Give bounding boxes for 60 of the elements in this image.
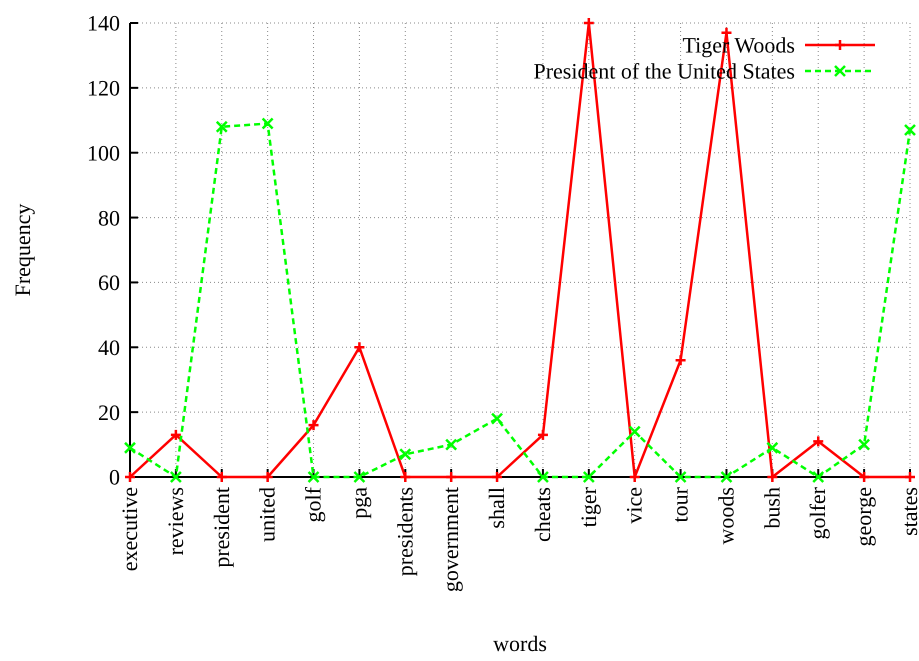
x-axis-title: words	[493, 631, 547, 656]
point	[536, 470, 550, 484]
x-tick-label: golfer	[805, 486, 830, 540]
point	[170, 470, 182, 484]
point	[582, 470, 596, 484]
point	[307, 418, 320, 432]
x-tick-label: united	[254, 487, 280, 542]
x-tick-label: golf	[300, 486, 326, 522]
y-tick-label: 40	[98, 334, 120, 360]
x-tick-label: shall	[484, 487, 510, 529]
point	[124, 470, 136, 484]
x-tick-label: tiger	[576, 486, 601, 528]
y-tick-label: 140	[87, 10, 120, 36]
point	[216, 120, 228, 134]
y-tick-label: 0	[109, 464, 120, 490]
x-tick-label: government	[438, 487, 464, 592]
point	[261, 117, 274, 130]
x-tick-label: states	[897, 487, 919, 536]
y-tick-label: 80	[98, 205, 120, 230]
point	[766, 442, 779, 454]
point	[628, 425, 641, 438]
point	[536, 428, 550, 442]
x-tick-label: president	[208, 487, 234, 568]
y-tick-label: 60	[98, 270, 120, 296]
point	[812, 435, 824, 448]
point	[812, 470, 824, 484]
point	[261, 470, 274, 484]
point	[766, 470, 779, 484]
point	[353, 341, 366, 354]
x-tick-label: tour	[668, 486, 693, 522]
point	[170, 428, 182, 442]
point	[858, 438, 870, 451]
point	[353, 470, 366, 484]
y-axis-title: Frequency	[10, 204, 35, 296]
point	[307, 470, 320, 484]
point	[858, 470, 870, 484]
point	[124, 442, 136, 454]
point	[216, 470, 228, 484]
x-tick-label: cheats	[530, 487, 555, 542]
point	[444, 438, 458, 451]
point	[444, 470, 458, 484]
point	[490, 470, 504, 484]
point	[399, 470, 412, 484]
point	[904, 124, 916, 136]
y-tick-label: 100	[87, 140, 120, 166]
x-tick-label: woods	[713, 487, 738, 544]
y-tick-label: 20	[98, 400, 120, 425]
point	[674, 470, 687, 484]
point	[490, 412, 504, 425]
point	[720, 470, 733, 484]
x-tick-label: presidents	[392, 487, 418, 576]
x-tick-label: vice	[622, 487, 647, 524]
x-tick-label: george	[851, 487, 876, 546]
point	[674, 354, 687, 367]
x-tick-label: pga	[346, 486, 372, 519]
x-tick-label: reviews	[162, 487, 188, 556]
x-tick-label: executive	[117, 487, 142, 572]
y-tick-label: 120	[87, 76, 120, 101]
point	[399, 448, 412, 461]
x-tick-label: bush	[759, 487, 784, 529]
